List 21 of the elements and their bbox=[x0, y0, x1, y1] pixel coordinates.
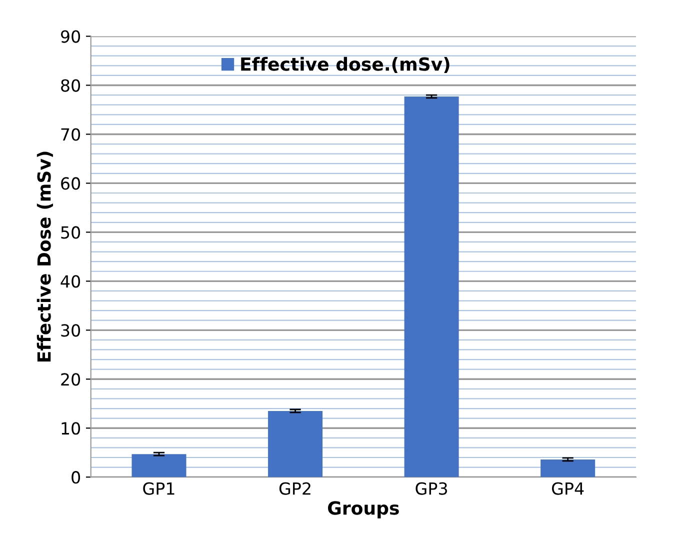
y-tick-label: 20 bbox=[61, 373, 80, 386]
bar bbox=[132, 454, 186, 478]
y-tick-label: 70 bbox=[61, 128, 80, 141]
x-tick-label: GP4 bbox=[552, 482, 584, 495]
x-tick-label: GP3 bbox=[416, 482, 448, 495]
y-axis-title: Effective Dose (mSv) bbox=[36, 152, 53, 362]
y-tick-label: 60 bbox=[61, 177, 80, 190]
bar bbox=[268, 410, 323, 478]
x-tick-label: GP1 bbox=[143, 482, 174, 495]
y-tick-label: 50 bbox=[61, 226, 80, 239]
y-tick-label: 10 bbox=[62, 422, 80, 435]
x-axis-title: Groups bbox=[328, 501, 399, 518]
x-tick-label: GP2 bbox=[279, 482, 310, 495]
y-tick-label: 40 bbox=[60, 275, 80, 288]
y-tick-label: 0 bbox=[72, 471, 80, 484]
bar bbox=[540, 459, 596, 478]
y-tick-label: 80 bbox=[61, 79, 80, 92]
y-tick-label: 30 bbox=[61, 324, 80, 337]
y-tick-label: 90 bbox=[60, 30, 80, 43]
bar bbox=[404, 96, 459, 478]
legend-label: Effective dose.(mSv) bbox=[241, 56, 450, 74]
